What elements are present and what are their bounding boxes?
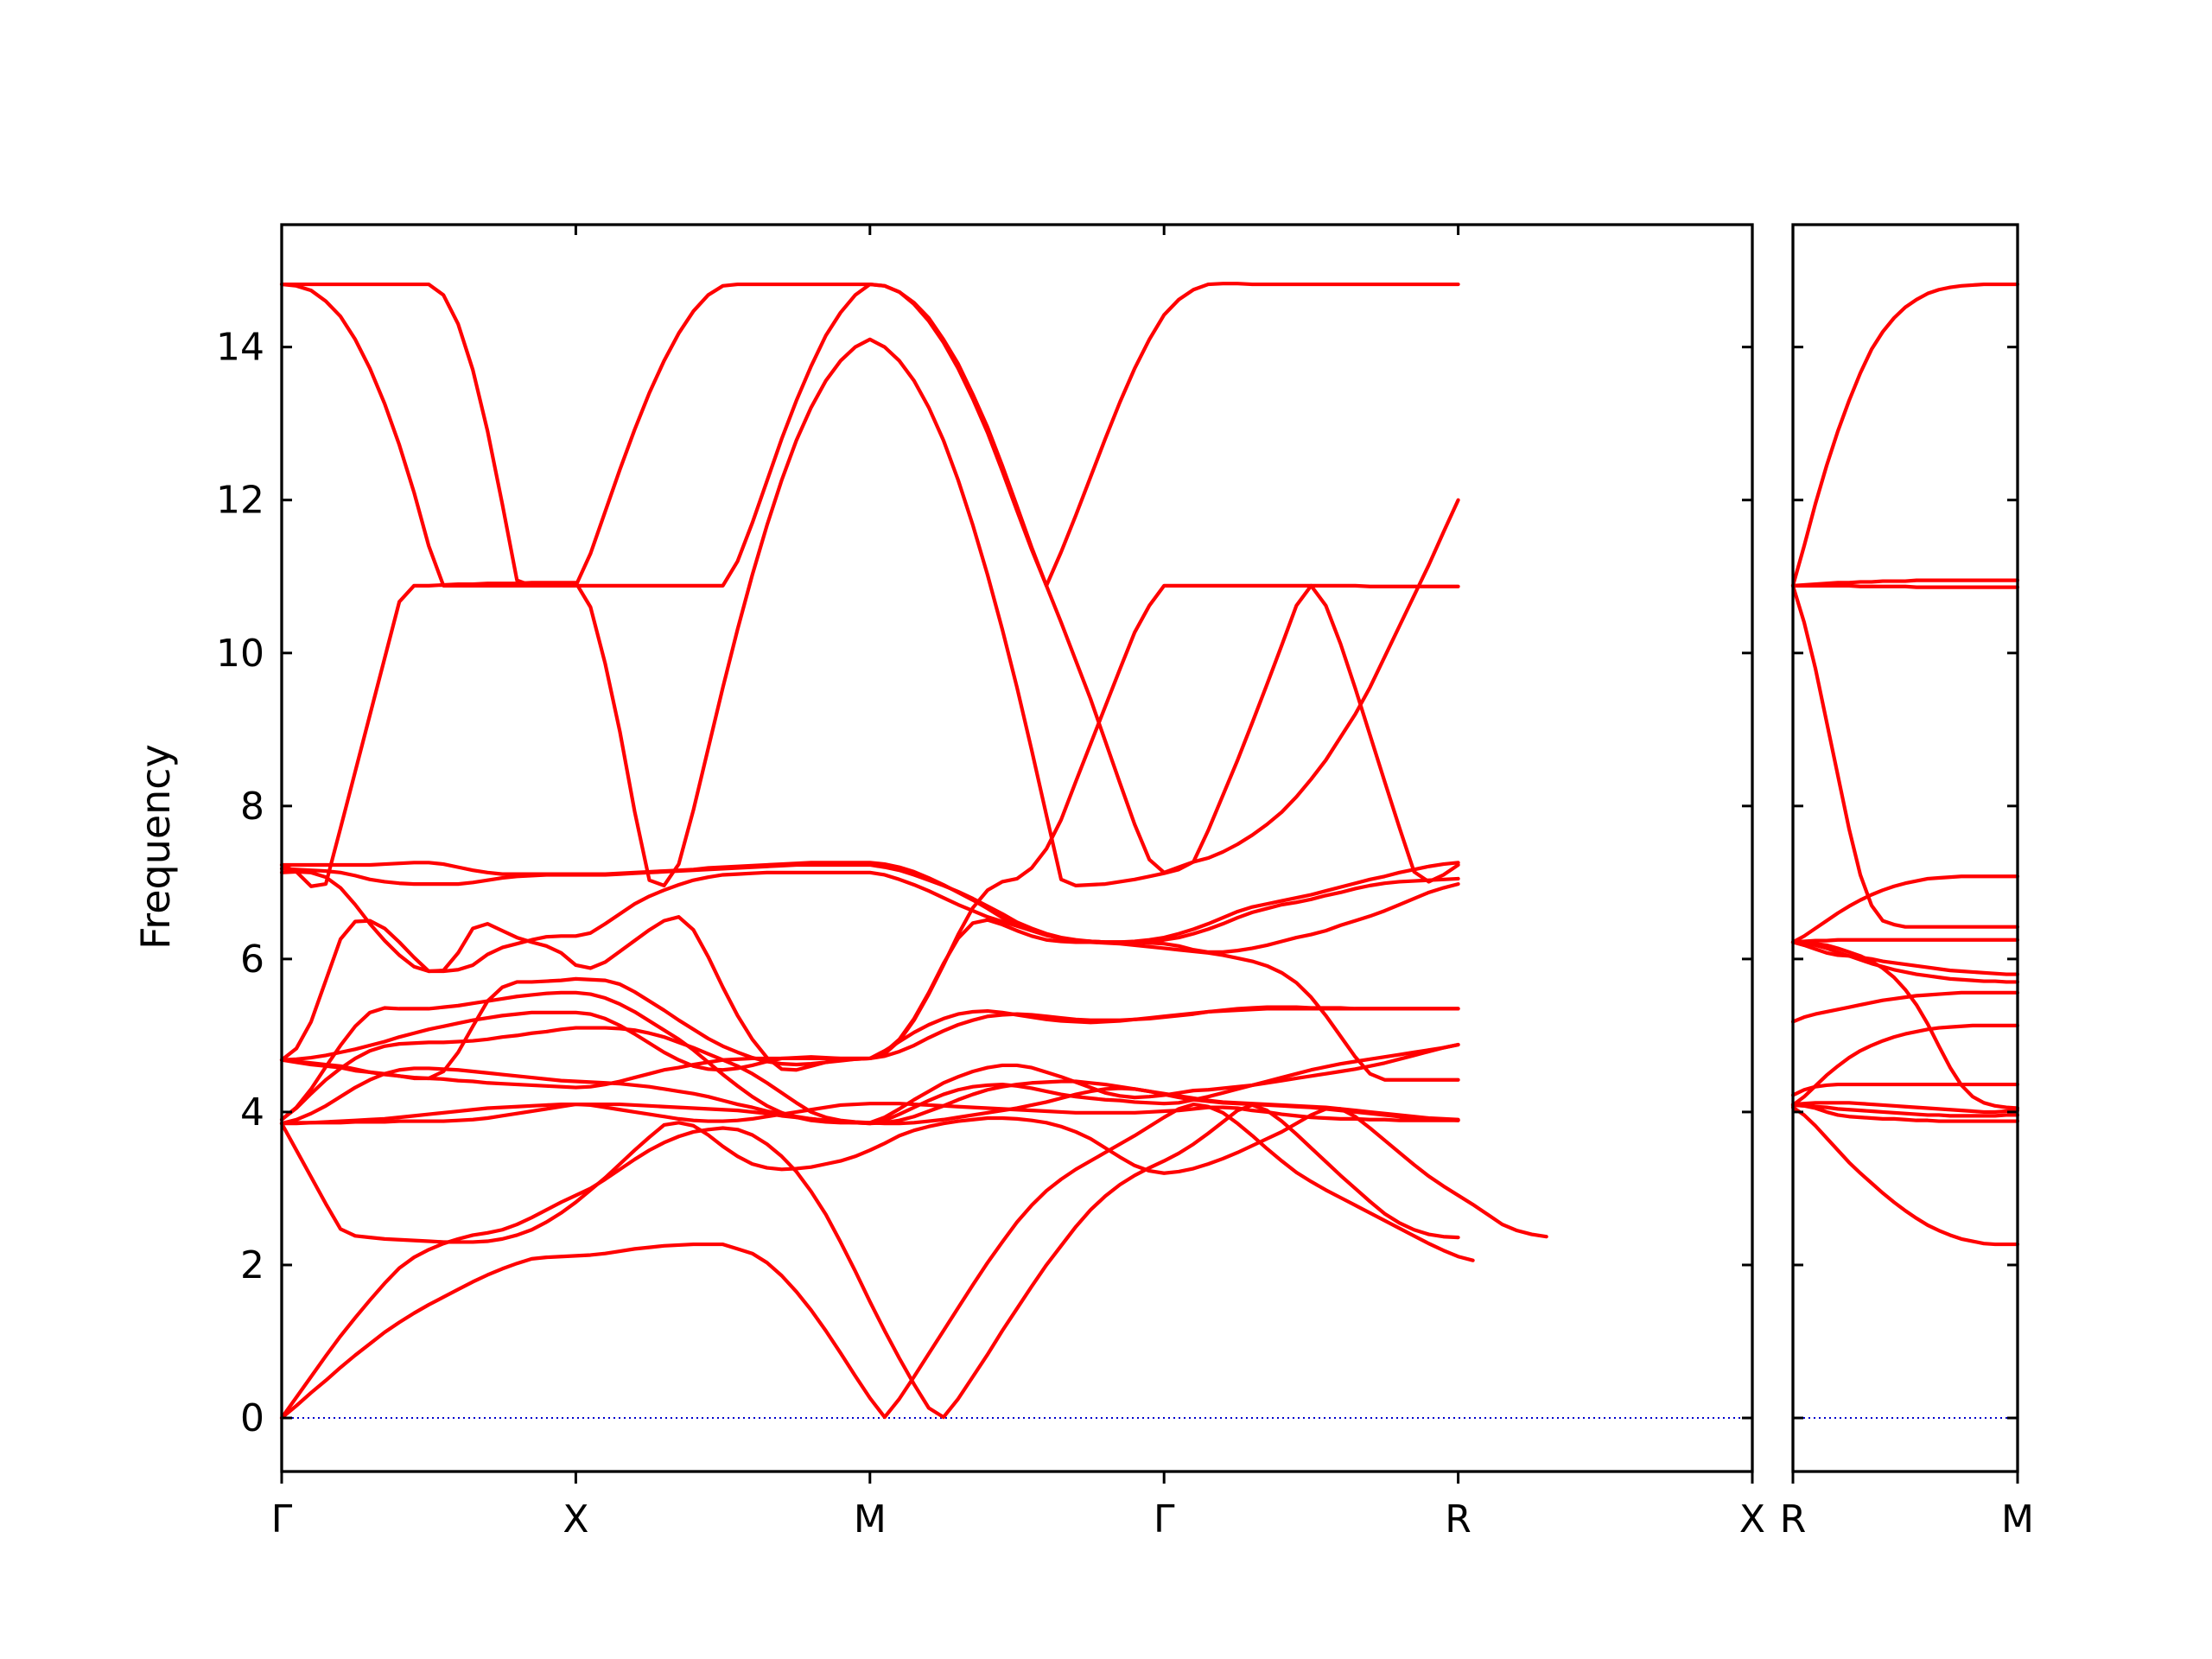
band-line-14 [279,861,1460,944]
x-tick-label: M [2001,1497,2034,1541]
band-line-11 [1790,938,2020,944]
main-panel: 0 2 4 6 8 10 12 14 Γ X M Γ R X [216,223,1765,1541]
band-line-15 [279,583,1460,1072]
band-line-10 [279,990,1460,1126]
plot-frame [280,223,1754,1473]
band-line-12 [1790,940,2020,976]
x-tick-label: R [1445,1497,1471,1541]
band-line-12 [279,869,1460,974]
band-line-1 [1790,1105,2020,1247]
y-tick-label: 0 [240,1396,264,1440]
y-tick-label: 8 [240,785,264,829]
y-tick-label: 12 [216,479,264,523]
band-line-16 [1790,282,2020,588]
band-line-7 [279,1026,1460,1125]
band-line-2 [279,1103,1460,1421]
y-axis-label: Frequency [132,744,179,950]
x-tick-label: Γ [271,1497,293,1541]
x-tick-label: X [1739,1497,1765,1541]
band-line-3 [279,1107,1548,1244]
band-line-4 [279,1102,1460,1126]
band-line-18 [279,282,1460,588]
x-tick-label: X [563,1497,588,1541]
band-line-5 [1790,1082,2020,1097]
band-line-4 [1790,1101,2020,1115]
y-tick-label: 2 [240,1243,264,1287]
y-tick-label: 14 [216,326,264,370]
band-line-13 [1790,583,2020,929]
band-line-9 [1790,940,2020,984]
band-line-13 [279,862,1460,944]
x-tick-label: M [854,1497,887,1541]
y-tick-label: 10 [216,632,264,676]
band-line-7 [1790,990,2020,1024]
x-tick-label: Γ [1154,1497,1175,1541]
x-tick-label: R [1780,1497,1807,1541]
band-line-14 [1790,583,2020,589]
band-line-17 [279,282,1460,874]
band-line-1 [279,1102,1475,1421]
band-line-16 [279,337,1460,888]
plot-frame [1791,223,2019,1473]
band-line-6 [1790,1023,2020,1108]
y-tick-label: 4 [240,1090,264,1135]
y-tick-label: 6 [240,938,264,982]
band-line-10 [1790,874,2020,944]
band-line-3 [1790,1103,2020,1118]
band-line-9 [279,976,1460,1081]
band-line-8 [1790,940,2020,1110]
band-line-15 [1790,578,2020,588]
band-line-2 [1790,1103,2020,1123]
